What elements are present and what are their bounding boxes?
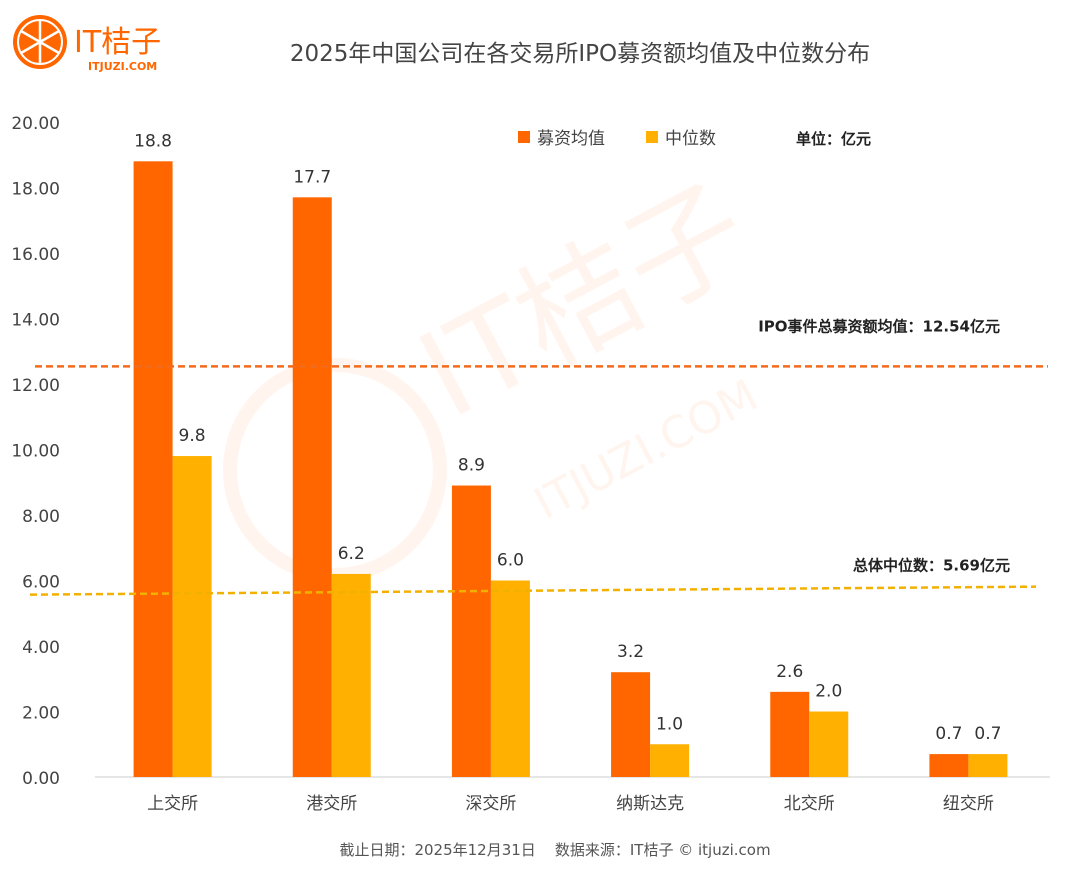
x-tick-label: 纳斯达克 [616,794,684,814]
plot-area: 0.00 2.00 4.00 6.00 8.00 10.00 12.00 14.00 16.00… [11,114,1050,814]
y-tick-label: 6.00 [22,573,60,593]
y-tick-label: 14.00 [11,311,60,331]
data-label-median: 6.2 [338,544,365,564]
data-label-median: 6.0 [497,551,524,571]
y-tick-label: 16.00 [11,245,60,265]
reference-line [29,585,1037,596]
data-label-median: 2.0 [815,682,842,702]
data-label-mean: 8.9 [458,456,485,476]
unit-label: 单位：亿元 [796,130,871,148]
bar-mean [292,197,332,777]
legend-swatch-mean [518,131,530,143]
bar-median [490,580,530,777]
bar-mean [133,161,173,778]
logo-text: IT桔子 [74,25,161,60]
y-tick-label: 18.00 [11,180,60,200]
data-label-mean: 2.6 [776,662,803,682]
y-tick-label: 0.00 [22,769,60,789]
y-tick-label: 20.00 [11,114,60,134]
y-tick-label: 10.00 [11,442,60,462]
data-label-mean: 18.8 [134,131,172,151]
x-tick-label: 港交所 [306,794,357,814]
legend-swatch-median [646,131,658,143]
logo: IT桔子 ITJUZI.COM [13,15,161,73]
footer-source: 截止日期：2025年12月31日 数据来源：IT桔子 © itjuzi.com [339,841,770,859]
data-label-median: 0.7 [974,724,1001,744]
bar-median [331,573,371,777]
bar-mean [611,672,651,777]
bar-mean [451,485,491,777]
x-tick-label: 深交所 [465,794,516,814]
bar-mean [929,754,969,777]
data-label-mean: 0.7 [935,724,962,744]
y-tick-label: 4.00 [22,638,60,658]
data-label-mean: 17.7 [293,167,331,187]
reference-line-label: 总体中位数：5.69亿元 [853,557,1010,575]
bar-median [809,711,849,777]
legend-label-mean: 募资均值 [537,129,605,149]
y-tick-label: 12.00 [11,376,60,396]
logo-domain: ITJUZI.COM [88,60,157,73]
data-label-median: 9.8 [179,426,206,446]
data-label-median: 1.0 [656,714,683,734]
legend: 募资均值 中位数 [518,129,716,149]
reference-line-label: IPO事件总募资额均值：12.54亿元 [758,317,1000,335]
x-tick-label: 北交所 [784,794,835,814]
bar-median [968,754,1008,777]
bar-median [172,456,212,777]
x-tick-label: 纽交所 [943,794,994,814]
y-tick-label: 2.00 [22,704,60,724]
x-tick-label: 上交所 [147,794,198,814]
bar-median [650,744,690,777]
bar-mean [770,691,810,777]
chart-title: 2025年中国公司在各交易所IPO募资额均值及中位数分布 [290,41,870,67]
legend-label-median: 中位数 [665,129,716,149]
data-label-mean: 3.2 [617,642,644,662]
y-tick-label: 8.00 [22,507,60,527]
